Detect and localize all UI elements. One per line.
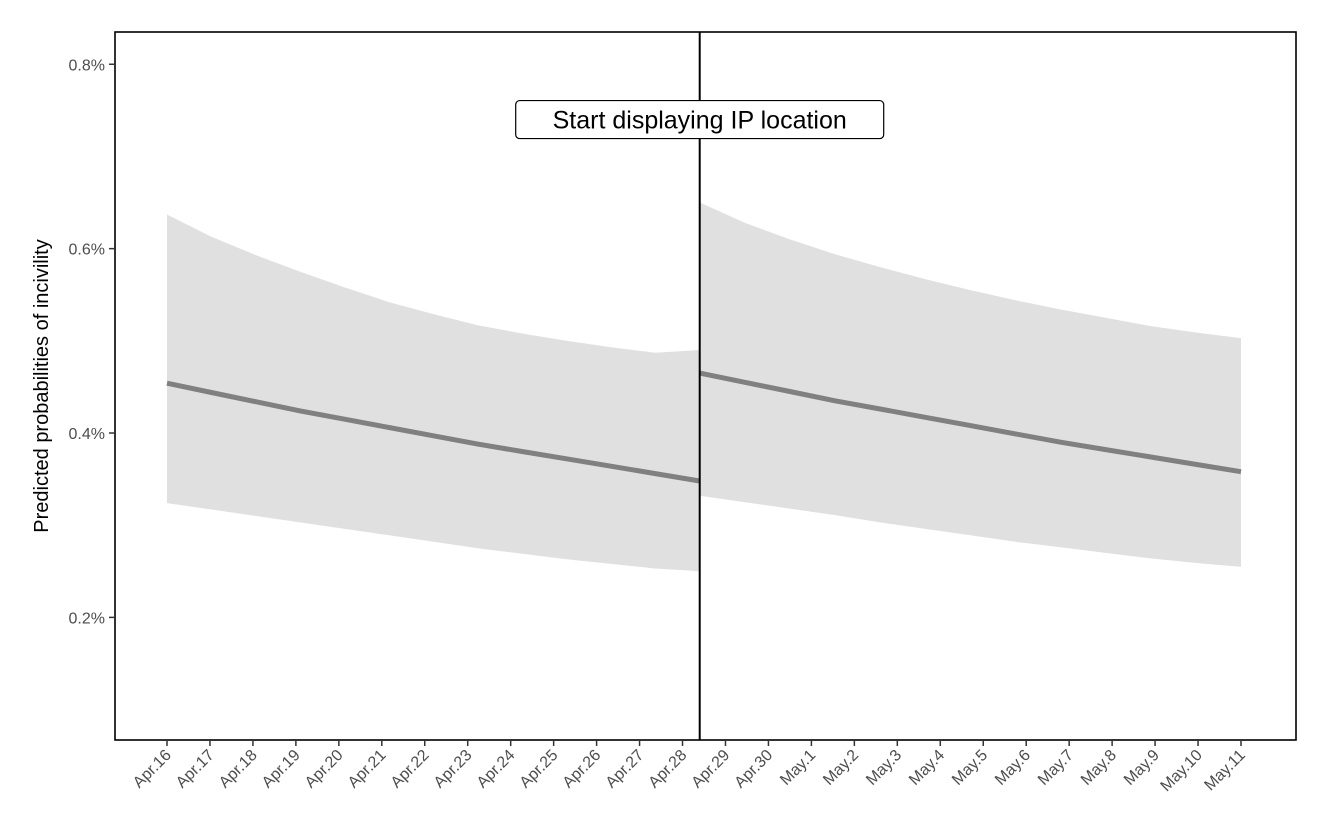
x-axis: Apr.16Apr.17Apr.18Apr.19Apr.20Apr.21Apr.… xyxy=(130,740,1249,795)
x-tick-label: May.8 xyxy=(1078,747,1120,789)
prediction-line-1 xyxy=(166,380,701,484)
x-tick-label: Apr.30 xyxy=(732,747,777,792)
x-tick-label: May.5 xyxy=(949,747,991,789)
x-tick-label: Apr.18 xyxy=(216,747,261,792)
prediction-line-2 xyxy=(699,370,1242,475)
x-tick-label: May.2 xyxy=(820,747,862,789)
x-tick-label: May.9 xyxy=(1121,747,1163,789)
x-tick-label: Apr.27 xyxy=(603,747,648,792)
annotation-box xyxy=(515,99,885,140)
x-tick-label: May.11 xyxy=(1201,747,1249,795)
x-tick-label: May.4 xyxy=(906,747,948,789)
x-tick-label: May.7 xyxy=(1035,747,1077,789)
x-tick-label: May.6 xyxy=(992,747,1034,789)
confidence-ribbons xyxy=(167,202,1241,572)
x-tick-label: Apr.17 xyxy=(173,747,218,792)
plot-panel-border xyxy=(114,31,1297,741)
x-tick-label: Apr.19 xyxy=(259,747,304,792)
x-tick-label: Apr.22 xyxy=(388,747,433,792)
x-tick-label: May.1 xyxy=(777,747,819,789)
x-tick-label: Apr.24 xyxy=(474,747,519,792)
ci-ribbon-2 xyxy=(699,202,1241,567)
x-tick-label: Apr.26 xyxy=(560,747,605,792)
x-tick-label: Apr.23 xyxy=(431,747,476,792)
y-tick-label: 0.6% xyxy=(69,242,105,259)
x-tick-label: Apr.29 xyxy=(689,747,734,792)
prediction-lines xyxy=(166,370,1242,484)
x-tick-label: Apr.16 xyxy=(130,747,175,792)
annotation-label: Start displaying IP location xyxy=(553,107,847,135)
x-tick-label: Apr.25 xyxy=(517,747,562,792)
x-tick-label: May.10 xyxy=(1158,747,1206,795)
y-axis: 0.2% 0.4% 0.6% 0.8% xyxy=(69,57,115,627)
y-tick-label: 0.8% xyxy=(69,57,105,74)
y-tick-label: 0.4% xyxy=(69,426,105,443)
x-tick-label: May.3 xyxy=(863,747,905,789)
x-tick-label: Apr.21 xyxy=(345,747,390,792)
ci-ribbon-1 xyxy=(167,214,700,572)
x-tick-label: Apr.20 xyxy=(302,747,347,792)
y-tick-label: 0.2% xyxy=(69,610,105,627)
annotation: Start displaying IP location xyxy=(515,99,885,140)
x-tick-label: Apr.28 xyxy=(646,747,691,792)
y-axis-title: Predicted probabilities of incivility xyxy=(31,239,53,532)
